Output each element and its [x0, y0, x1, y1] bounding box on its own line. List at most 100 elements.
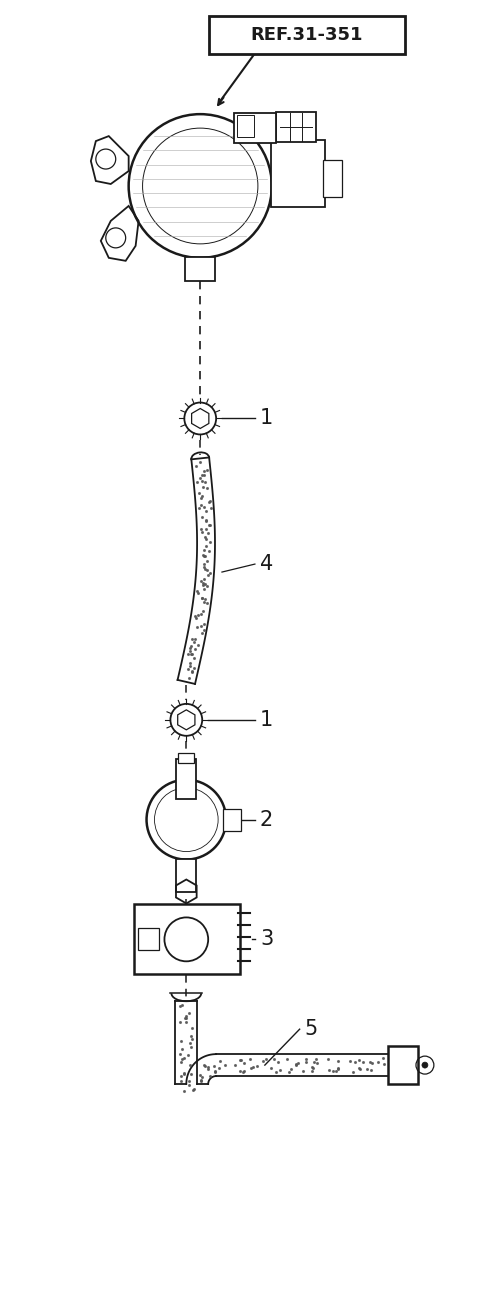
Point — [184, 1044, 192, 1065]
Point — [206, 491, 214, 511]
Point — [190, 647, 198, 667]
Point — [182, 1011, 190, 1032]
Point — [346, 1051, 354, 1072]
Point — [379, 1048, 386, 1069]
Point — [185, 1074, 192, 1095]
Point — [198, 587, 206, 608]
Point — [180, 1081, 188, 1101]
Point — [186, 1033, 193, 1053]
Point — [272, 1061, 279, 1082]
Point — [198, 587, 206, 608]
Point — [310, 1051, 318, 1072]
Point — [200, 556, 208, 577]
Point — [263, 1048, 270, 1069]
FancyBboxPatch shape — [138, 928, 159, 950]
Circle shape — [422, 1062, 428, 1068]
Point — [368, 1052, 376, 1073]
Point — [204, 523, 212, 544]
Point — [199, 574, 207, 595]
Point — [202, 536, 210, 556]
Point — [259, 1051, 266, 1072]
Point — [177, 1030, 185, 1051]
Point — [216, 1057, 223, 1078]
Point — [189, 1079, 196, 1100]
FancyBboxPatch shape — [237, 115, 254, 137]
Point — [195, 497, 203, 518]
Point — [240, 1052, 248, 1073]
Point — [204, 1059, 212, 1079]
Point — [302, 1052, 310, 1073]
Point — [186, 638, 194, 658]
Point — [356, 1059, 363, 1079]
Point — [178, 994, 186, 1015]
FancyBboxPatch shape — [176, 759, 196, 799]
Point — [180, 1062, 188, 1083]
Point — [193, 581, 201, 602]
Text: 1: 1 — [260, 710, 273, 729]
Point — [292, 1055, 300, 1075]
Point — [197, 519, 205, 540]
Point — [176, 995, 183, 1016]
Point — [200, 546, 207, 567]
Point — [253, 1056, 261, 1077]
Point — [324, 1048, 332, 1069]
FancyBboxPatch shape — [388, 1046, 418, 1084]
Point — [177, 1072, 184, 1092]
Point — [188, 661, 195, 682]
Point — [197, 452, 204, 473]
Point — [187, 635, 195, 656]
FancyBboxPatch shape — [223, 808, 241, 830]
Point — [201, 460, 208, 480]
Point — [197, 1070, 204, 1091]
Point — [294, 1052, 301, 1073]
FancyBboxPatch shape — [176, 859, 196, 892]
Point — [194, 582, 202, 603]
Point — [203, 550, 211, 571]
Point — [276, 1060, 284, 1081]
Point — [191, 605, 199, 626]
Point — [201, 1055, 208, 1075]
Point — [200, 465, 208, 485]
Point — [312, 1048, 320, 1069]
Point — [182, 1006, 190, 1026]
Point — [335, 1059, 342, 1079]
Text: REF.31-351: REF.31-351 — [251, 26, 363, 44]
Point — [237, 1061, 244, 1082]
Point — [197, 496, 205, 516]
Text: 4: 4 — [260, 554, 273, 574]
Point — [283, 1048, 291, 1069]
Point — [198, 471, 206, 492]
Point — [191, 1078, 198, 1099]
Point — [187, 656, 194, 676]
Point — [247, 1059, 254, 1079]
Point — [191, 638, 198, 658]
Point — [203, 478, 211, 498]
Point — [200, 578, 207, 599]
Point — [204, 564, 212, 585]
Point — [190, 657, 197, 678]
Point — [205, 515, 213, 536]
Point — [202, 510, 210, 531]
Point — [190, 631, 198, 652]
Point — [198, 624, 206, 644]
Point — [302, 1048, 310, 1069]
FancyBboxPatch shape — [276, 112, 315, 142]
Point — [186, 1003, 193, 1024]
Point — [236, 1050, 243, 1070]
Point — [313, 1053, 321, 1074]
FancyBboxPatch shape — [179, 753, 194, 763]
Point — [287, 1059, 294, 1079]
Point — [216, 1051, 224, 1072]
Point — [182, 1007, 190, 1028]
Point — [271, 1048, 278, 1069]
Point — [180, 1047, 188, 1068]
Point — [186, 640, 194, 661]
Point — [207, 498, 215, 519]
Point — [203, 593, 210, 613]
Point — [200, 620, 207, 640]
Point — [292, 1055, 300, 1075]
Point — [188, 1028, 196, 1048]
Point — [201, 527, 208, 547]
Point — [188, 1037, 195, 1057]
Point — [206, 563, 214, 584]
